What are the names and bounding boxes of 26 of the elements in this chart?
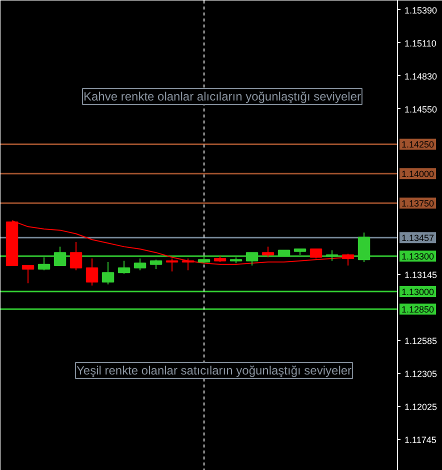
ref-line-label: 1.13457 — [402, 233, 434, 244]
y-tick-label: 1.14550 — [404, 104, 438, 114]
y-tick-label: 1.15390 — [404, 5, 438, 16]
candlestick — [310, 248, 322, 259]
y-tick-label: 1.15110 — [404, 38, 436, 48]
annotation: Kahve renkte olanlar alıcıların yoğunlaştığı seviyeler — [84, 90, 361, 104]
ref-line-label: 1.14250 — [402, 140, 434, 150]
y-tick-label: 1.12025 — [404, 402, 438, 412]
annotation: Yeşil renkte olanlar satıcıların yoğunlaştığı seviyeler — [76, 364, 352, 378]
y-tick-label: 1.12585 — [404, 336, 438, 346]
y-tick-label: 1.11745 — [404, 434, 436, 445]
ref-line-label: 1.13750 — [402, 198, 434, 209]
y-tick-label: 1.14830 — [404, 71, 438, 82]
ref-line-label: 1.13300 — [402, 252, 434, 262]
candlestick — [86, 258, 98, 286]
candlestick — [262, 246, 274, 258]
candlestick — [150, 259, 162, 270]
candlestick — [118, 260, 130, 274]
y-tick-label: 1.12305 — [404, 368, 438, 379]
ref-line-label: 1.12850 — [402, 304, 434, 315]
ref-line-label: 1.13000 — [402, 286, 434, 297]
ref-line-label: 1.14000 — [402, 169, 434, 180]
candlestick — [22, 265, 34, 284]
candlestick — [102, 262, 114, 285]
y-tick-label: 1.13145 — [404, 270, 438, 280]
candlestick — [70, 241, 82, 271]
